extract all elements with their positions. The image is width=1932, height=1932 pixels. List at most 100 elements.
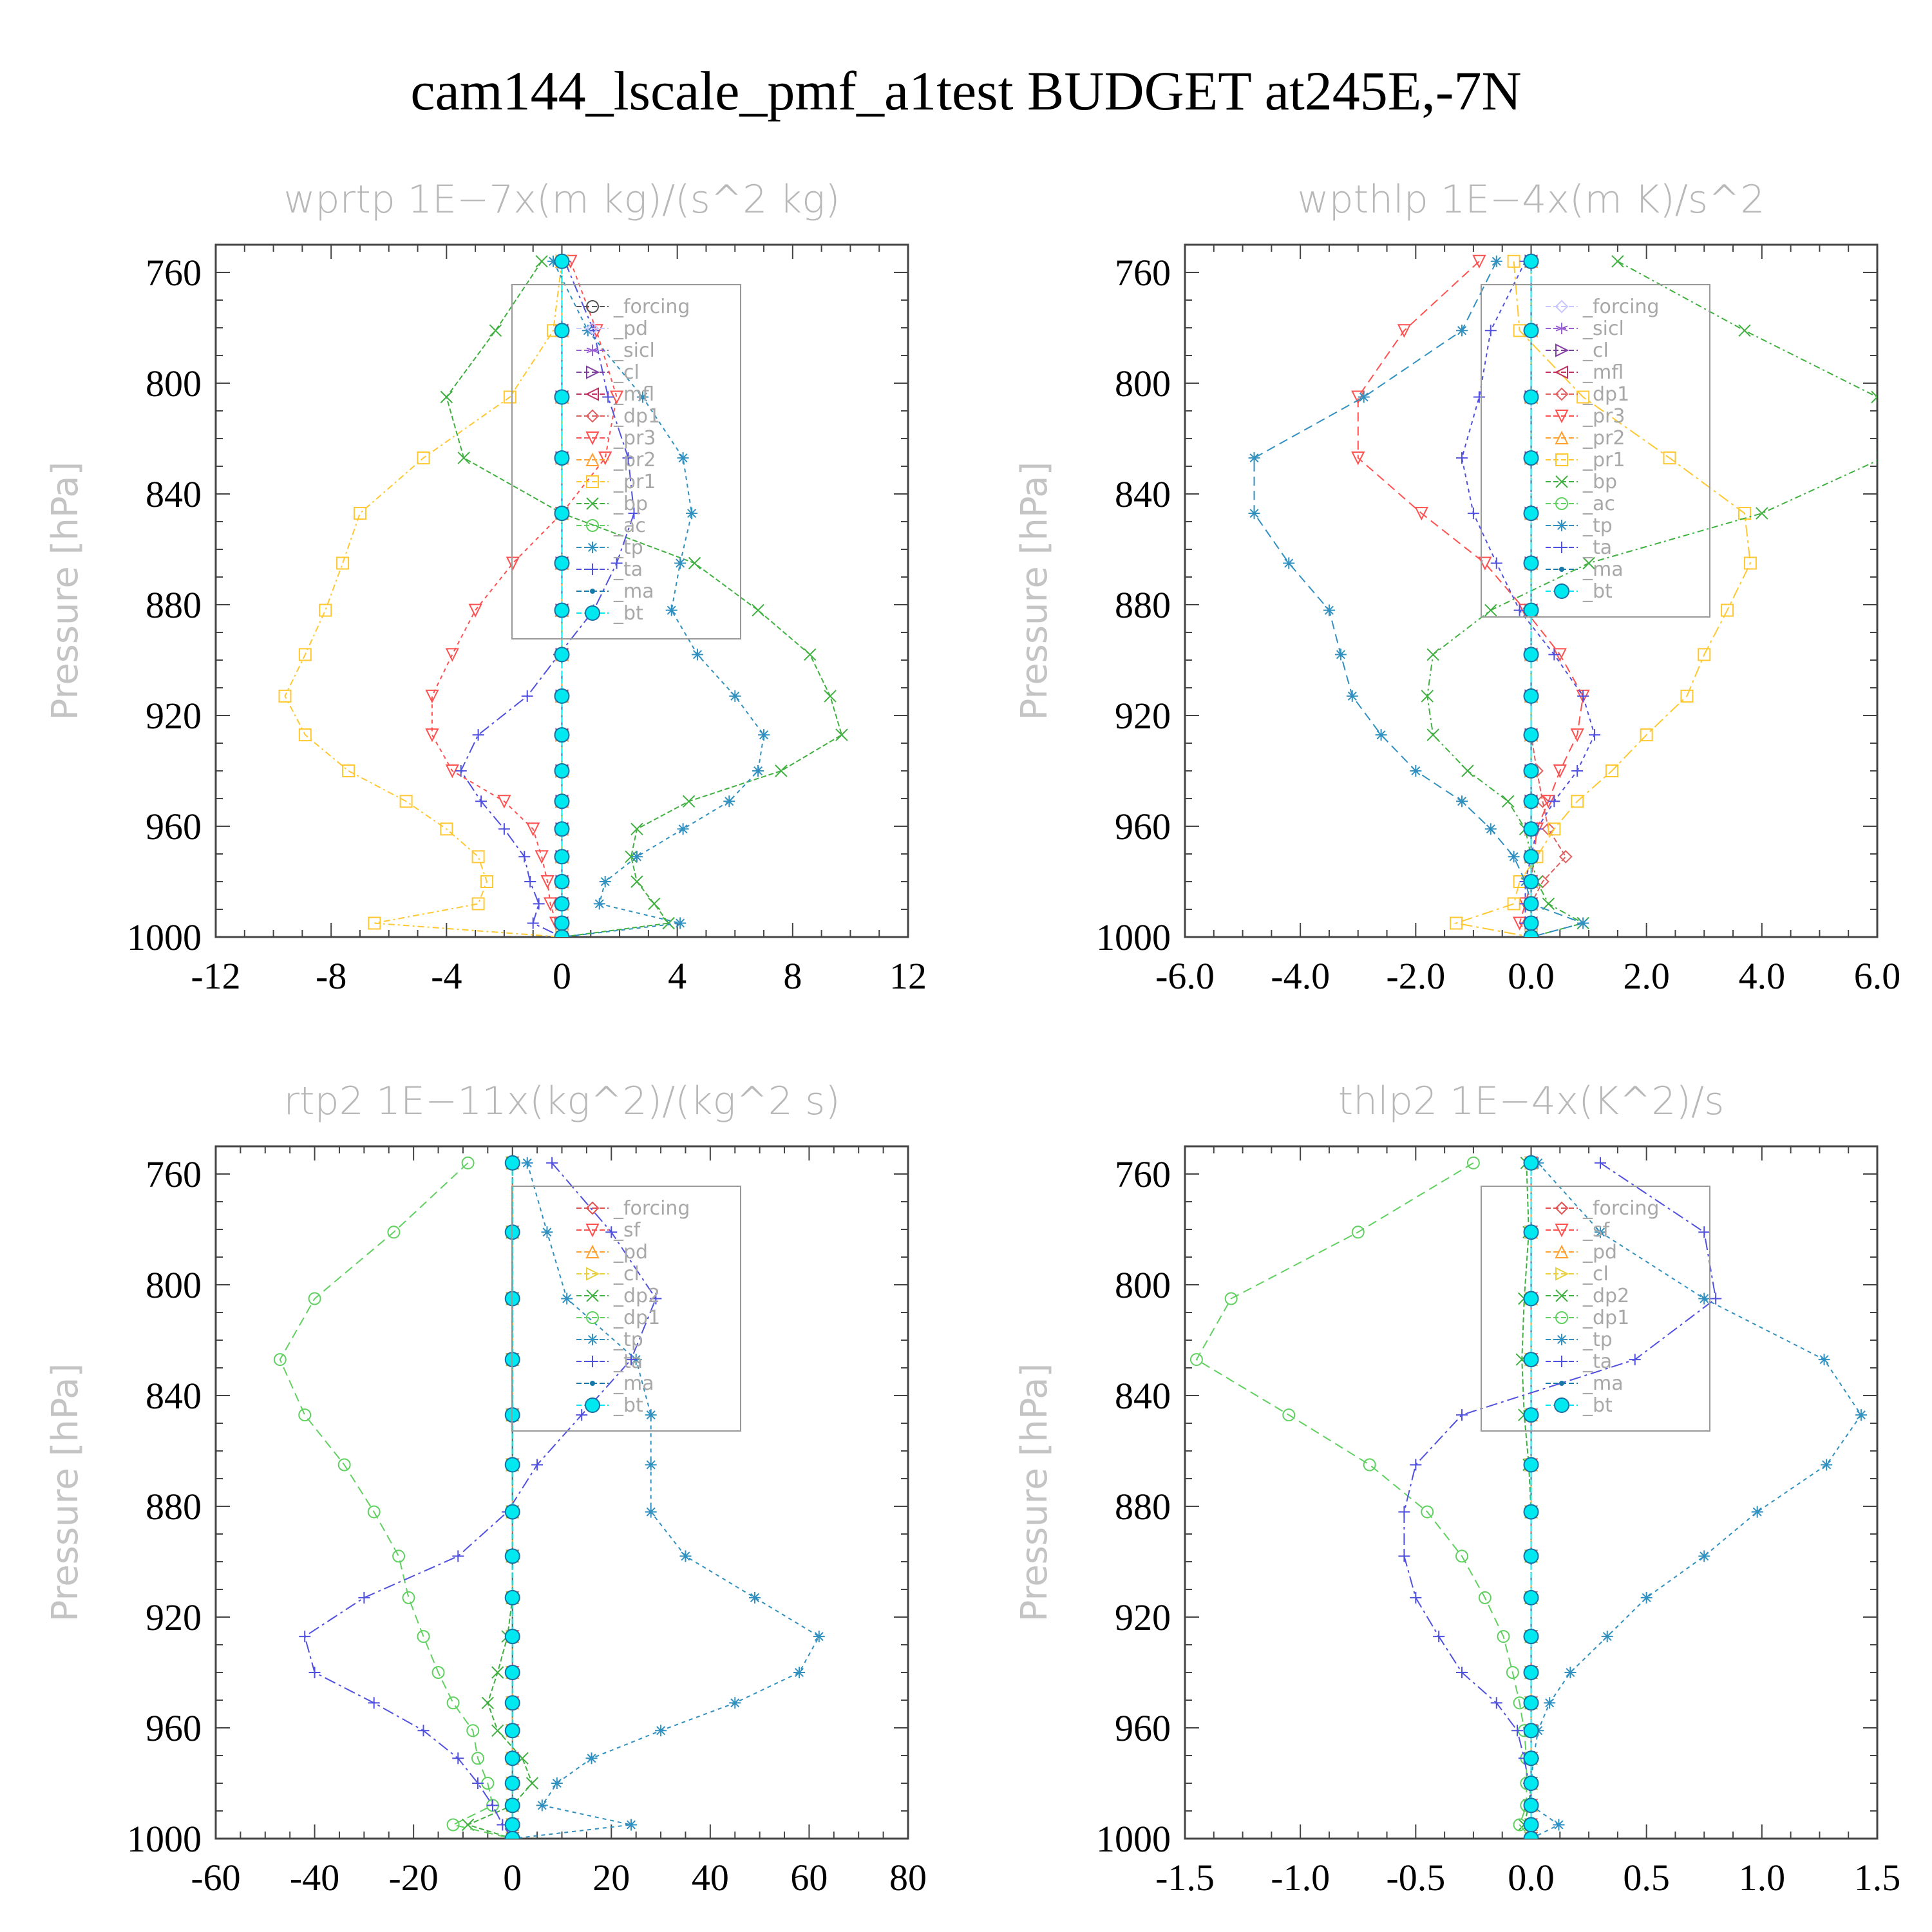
y-tick-label: 880 (1115, 1486, 1171, 1528)
point-bt (554, 389, 570, 405)
x-tick-label: 4.0 (1739, 955, 1786, 997)
y-tick-label: 880 (146, 584, 202, 626)
point-bt (1523, 1665, 1539, 1680)
point-ta (531, 1459, 544, 1471)
legend-box (1481, 1186, 1710, 1432)
x-tick-label: 60 (790, 1857, 828, 1899)
legend-label: _tp (613, 1329, 643, 1351)
point-ta (602, 391, 614, 403)
legend-label: _ta (1582, 1350, 1612, 1373)
point-bp (1484, 603, 1497, 617)
legend: _forcing_sicl_cl_mfl_dp1_pr3_pr2_pr1_bp_… (1481, 284, 1710, 618)
x-tick-label: 1.0 (1739, 1857, 1786, 1899)
point-tp (1855, 1409, 1867, 1421)
legend-marker (1556, 1334, 1567, 1345)
point-dp1 (417, 1630, 430, 1643)
point-ta (417, 1725, 430, 1737)
point-bt (1523, 1723, 1539, 1739)
y-tick-label: 800 (1115, 1264, 1171, 1306)
x-tick-label: 0 (503, 1857, 522, 1899)
legend-marker (1555, 430, 1569, 444)
legend-label: _forcing (613, 1197, 690, 1220)
point-bt (554, 821, 570, 837)
legend-marker (585, 321, 600, 336)
point-ta (358, 1591, 370, 1604)
legend-marker (587, 1356, 598, 1367)
point-dp1 (446, 1818, 460, 1832)
point-bt (1523, 1548, 1539, 1564)
legend-marker (1555, 1311, 1568, 1324)
legend-marker (1555, 343, 1569, 357)
point-bp (1421, 690, 1434, 703)
point-dp1 (387, 1226, 401, 1239)
legend-marker (590, 589, 595, 594)
series-group (1189, 1155, 1867, 1839)
legend-marker (586, 365, 600, 379)
point-tp (536, 1799, 548, 1812)
point-tp (1698, 1293, 1710, 1305)
point-bp (535, 255, 548, 268)
point-dp1 (298, 1408, 312, 1422)
point-bp (824, 690, 837, 703)
legend-label: _sf (613, 1219, 641, 1242)
point-bp (457, 451, 470, 464)
legend-label: _bt (1582, 1394, 1613, 1417)
legend-label: _sicl (1582, 317, 1624, 340)
point-tp (1334, 649, 1347, 661)
legend: _forcing_pd_sicl_cl_mfl_dp1_pr3_pr2_pr1_… (511, 284, 741, 639)
point-bt (504, 1797, 520, 1814)
point-bt (504, 1665, 520, 1680)
point-ta (1410, 1459, 1422, 1471)
y-tick-label: 760 (146, 252, 202, 294)
series-line-dp1 (279, 1162, 513, 1839)
point-bt (504, 1629, 520, 1645)
point-dp1 (402, 1591, 415, 1604)
point-bt (1523, 1352, 1539, 1368)
point-bp (752, 603, 764, 617)
legend-marker (1555, 475, 1568, 488)
x-tick-label: -12 (191, 955, 240, 997)
point-pr1 (440, 822, 453, 836)
legend-label: _pr3 (613, 427, 656, 450)
point-pr1 (1548, 822, 1561, 836)
legend-label: _ta (613, 558, 643, 581)
legend-box (511, 1186, 741, 1432)
point-bt (1523, 821, 1539, 837)
point-pr1 (1698, 648, 1711, 661)
point-bp (804, 648, 817, 661)
point-ta (1398, 1506, 1410, 1518)
point-tp (655, 1725, 667, 1737)
point-tp (1410, 765, 1422, 777)
point-tp (686, 507, 698, 520)
series-group (273, 1155, 825, 1839)
point-tp (1248, 507, 1260, 520)
x-tick-label: -6.0 (1155, 955, 1215, 997)
point-bt (1523, 688, 1539, 704)
point-bp (489, 324, 502, 337)
legend-marker (1555, 1224, 1569, 1238)
point-pr3 (1414, 507, 1428, 521)
legend-label: _tp (1582, 1329, 1613, 1351)
legend-marker (585, 1201, 600, 1215)
y-tick-label: 800 (146, 1264, 202, 1306)
point-ta (1490, 557, 1502, 569)
legend-marker (586, 345, 599, 356)
y-tick-label: 920 (146, 1596, 202, 1638)
y-tick-label: 840 (1115, 473, 1171, 515)
point-pr1 (1743, 556, 1757, 570)
series-line-ta (304, 1162, 657, 1839)
point-tp (1248, 452, 1260, 464)
point-bt (554, 915, 570, 931)
point-bt (1523, 849, 1539, 865)
point-pr3 (497, 795, 511, 809)
point-pr3 (1351, 451, 1365, 466)
panel-title: rtp2 1E−11x(kg^2)/(kg^2 s) (283, 1079, 840, 1124)
point-ta (455, 765, 467, 777)
series-line-tp (553, 261, 765, 937)
point-bp (1611, 255, 1624, 268)
point-tp (1640, 1591, 1653, 1604)
point-pr1 (1577, 390, 1590, 404)
point-bt (554, 555, 570, 571)
point-ta (1398, 1550, 1410, 1562)
y-tick-label: 960 (146, 1707, 202, 1749)
